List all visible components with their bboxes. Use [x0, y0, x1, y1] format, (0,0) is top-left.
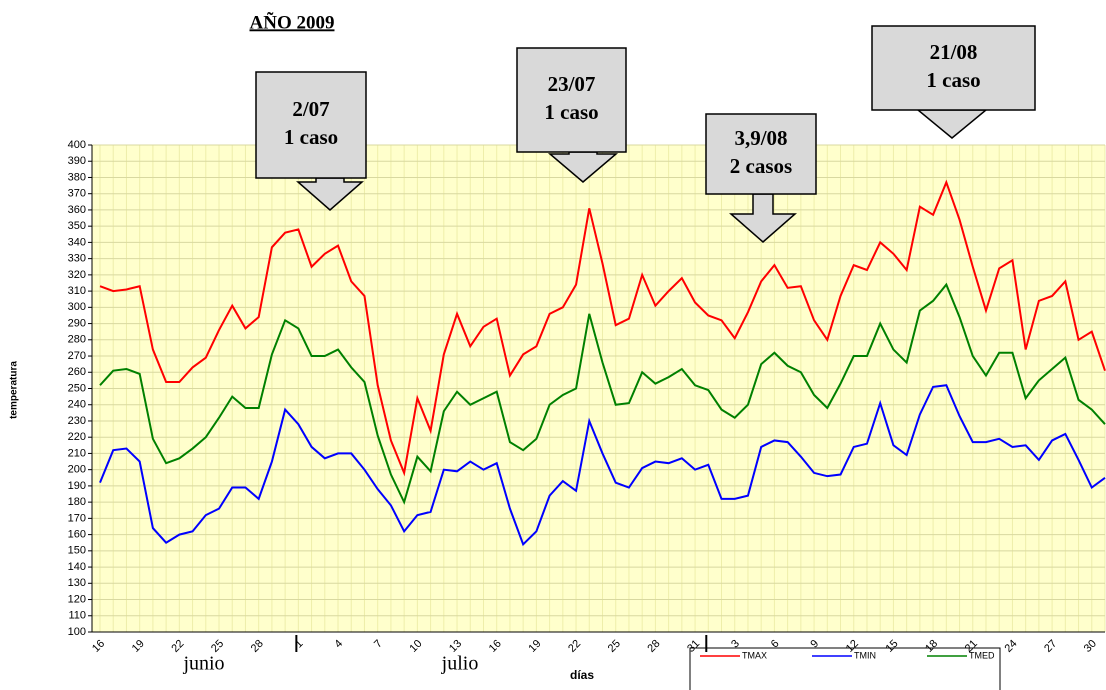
callout-text: 1 caso: [544, 100, 598, 124]
x-tick-label: 16: [90, 638, 107, 655]
y-tick-label: 190: [68, 480, 86, 492]
y-tick-label: 230: [68, 415, 86, 427]
y-tick-label: 400: [68, 139, 86, 151]
callout-box: [705, 113, 817, 195]
callout-box: [255, 71, 367, 179]
x-tick-label: 19: [130, 638, 147, 655]
y-tick-label: 290: [68, 317, 86, 329]
x-tick-label: 16: [487, 638, 504, 655]
y-tick-label: 140: [68, 561, 86, 573]
y-tick-label: 210: [68, 447, 86, 459]
callout-text: 21/08: [930, 40, 978, 64]
y-tick-label: 320: [68, 269, 86, 281]
y-tick-label: 260: [68, 366, 86, 378]
x-tick-label: 10: [407, 638, 424, 655]
x-tick-label: 27: [1042, 638, 1059, 655]
y-tick-label: 280: [68, 334, 86, 346]
x-tick-label: 7: [372, 638, 385, 651]
x-tick-label: 1: [293, 638, 306, 651]
callout-text: 3,9/08: [734, 126, 787, 150]
callout-arrow: [915, 109, 989, 139]
x-tick-label: 24: [1002, 638, 1019, 655]
y-tick-label: 300: [68, 301, 86, 313]
y-tick-label: 240: [68, 399, 86, 411]
y-tick-label: 350: [68, 220, 86, 232]
legend-label: TMED: [969, 650, 995, 660]
y-tick-label: 120: [68, 593, 86, 605]
y-tick-label: 110: [68, 610, 86, 622]
y-tick-label: 180: [68, 496, 86, 508]
month-label: julio: [441, 653, 479, 675]
series-line: [99, 179, 1106, 477]
callout-text: 1 caso: [284, 125, 338, 149]
x-tick-label: 28: [249, 638, 266, 655]
y-tick-label: 370: [68, 188, 86, 200]
y-tick-label: 270: [68, 350, 86, 362]
y-tick-label: 310: [68, 285, 86, 297]
legend-label: TMIN: [854, 650, 876, 660]
chart-title: AÑO 2009: [250, 11, 335, 33]
y-tick-label: 380: [68, 171, 86, 183]
x-tick-label: 28: [645, 638, 662, 655]
y-tick-label: 100: [68, 626, 86, 638]
x-tick-label: 4: [332, 638, 345, 651]
x-tick-label: 25: [606, 638, 623, 655]
y-tick-label: 150: [68, 545, 86, 557]
x-tick-label: 19: [526, 638, 543, 655]
y-tick-label: 340: [68, 236, 86, 248]
y-tick-label: 360: [68, 204, 86, 216]
legend-label: TMAX: [742, 650, 767, 660]
y-tick-label: 130: [68, 577, 86, 589]
callout-text: 23/07: [548, 72, 596, 96]
y-tick-label: 330: [68, 253, 86, 265]
y-tick-label: 200: [68, 464, 86, 476]
y-tick-label: 170: [68, 512, 86, 524]
callout-text: 2 casos: [730, 154, 792, 178]
callout-box: [516, 47, 627, 153]
series-line: [99, 384, 1106, 547]
x-tick-label: 30: [1082, 638, 1099, 655]
y-tick-label: 220: [68, 431, 86, 443]
callout-arrow: [729, 193, 797, 243]
y-tick-label: 160: [68, 529, 86, 541]
callout-text: 1 caso: [926, 68, 980, 92]
callout-text: 2/07: [292, 97, 329, 121]
y-tick-label: 390: [68, 155, 86, 167]
y-tick-label: 250: [68, 382, 86, 394]
callout-box: [871, 25, 1036, 111]
month-label: junio: [182, 653, 224, 675]
x-tick-label: 22: [566, 638, 583, 655]
series-line: [99, 282, 1106, 505]
x-axis-label: días: [570, 668, 594, 682]
legend: [689, 647, 1001, 690]
y-axis-label: temperatura: [9, 361, 20, 419]
